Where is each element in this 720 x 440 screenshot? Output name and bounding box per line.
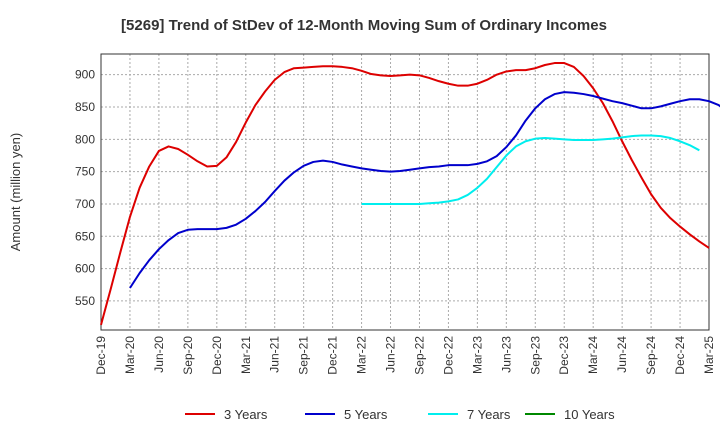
y-tick-label: 600 [75,262,95,276]
y-tick-label: 700 [75,197,95,211]
y-tick-label: 750 [75,165,95,179]
chart-title: [5269] Trend of StDev of 12-Month Moving… [121,17,607,34]
x-tick-label: Sep-23 [528,336,542,375]
x-tick-label: Dec-21 [326,336,340,375]
x-tick-label: Sep-20 [181,336,195,375]
x-tick-label: Jun-24 [615,336,629,373]
plot-area [100,53,710,331]
gridlines [100,54,710,330]
series-line-5-years [129,91,720,289]
x-tick-label: Mar-22 [355,336,369,374]
legend-label: 3 Years [224,407,268,422]
x-tick-label: Jun-21 [268,336,282,373]
x-tick-label: Dec-22 [441,336,455,375]
x-tick-label: Sep-21 [297,336,311,375]
y-tick-label: 550 [75,294,95,308]
y-tick-label: 800 [75,132,95,146]
y-tick-label: 650 [75,229,95,243]
x-tick-label: Mar-23 [470,336,484,374]
x-tick-label: Mar-21 [239,336,253,374]
series-lines [100,62,720,326]
x-tick-label: Mar-25 [702,336,716,374]
x-tick-label: Jun-20 [152,336,166,373]
x-tick-label: Jun-22 [384,336,398,373]
legend-label: 5 Years [344,407,388,422]
x-tick-label: Dec-23 [557,336,571,375]
x-tick-labels: Dec-19 Mar-20 Jun-20 Sep-20 Dec-20 Mar-21 Jun-… [94,336,716,375]
x-tick-label: Dec-20 [210,336,224,375]
x-tick-label: Dec-19 [94,336,108,375]
y-tick-label: 850 [75,100,95,114]
y-tick-labels: 550 600 650 700 750 800 850 900 [75,68,95,308]
x-tick-label: Sep-24 [644,336,658,375]
x-tick-label: Sep-22 [412,336,426,375]
legend: 3 Years 5 Years 7 Years 10 Years [185,407,615,422]
y-axis-title: Amount (million yen) [8,133,23,252]
x-tick-label: Mar-24 [586,336,600,374]
series-line-7-years [361,134,700,205]
legend-label: 10 Years [564,407,615,422]
series-line-3-years [100,62,710,326]
x-tick-label: Mar-20 [123,336,137,374]
x-tick-label: Jun-23 [499,336,513,373]
x-tick-label: Dec-24 [673,336,687,375]
legend-label: 7 Years [467,407,511,422]
y-tick-label: 900 [75,68,95,82]
